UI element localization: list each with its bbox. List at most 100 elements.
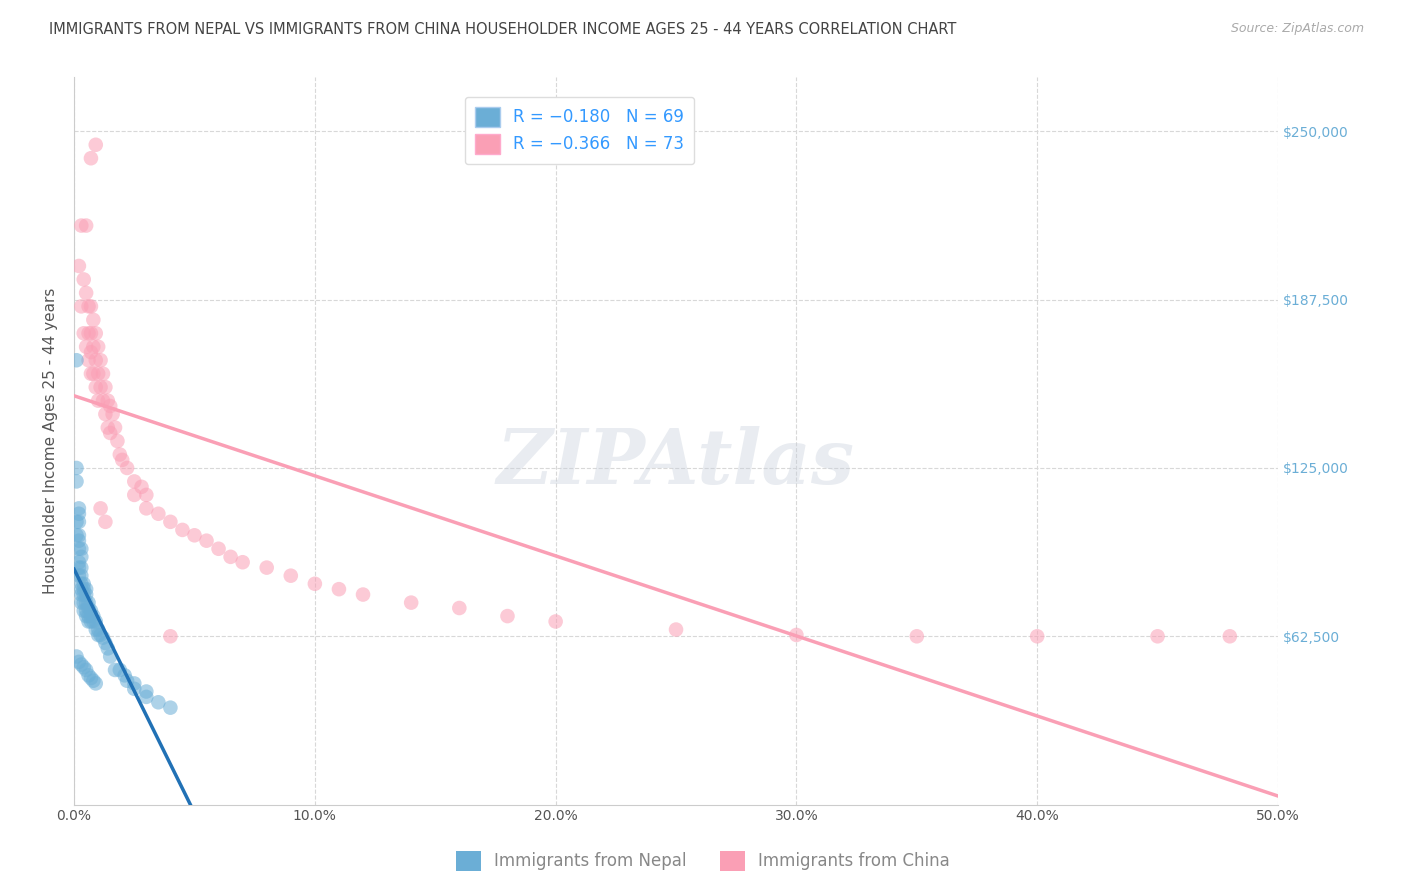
Point [70, 299, 93, 313]
Point [91, 367, 114, 381]
Point [195, 533, 218, 548]
Point [124, 475, 146, 489]
Point [73, 272, 96, 286]
Point [665, 623, 688, 637]
Point [107, 434, 129, 448]
Point [90, 628, 112, 642]
Point [67, 533, 90, 548]
Point [304, 576, 326, 591]
Point [94, 636, 117, 650]
Point [124, 676, 146, 690]
Point [80, 671, 103, 685]
Point [80, 299, 103, 313]
Point [73, 604, 96, 618]
Point [98, 399, 121, 413]
Point [84, 676, 107, 690]
Point [148, 695, 170, 709]
Point [77, 326, 100, 341]
Point [75, 609, 97, 624]
Point [75, 340, 97, 354]
Point [232, 555, 254, 569]
Point [77, 615, 100, 629]
Point [496, 609, 519, 624]
Point [84, 615, 107, 629]
Point [80, 609, 103, 624]
Point [70, 576, 93, 591]
Point [77, 353, 100, 368]
Point [135, 488, 157, 502]
Point [82, 313, 104, 327]
Text: Source: ZipAtlas.com: Source: ZipAtlas.com [1230, 22, 1364, 36]
Point [352, 588, 374, 602]
Point [75, 285, 97, 300]
Point [75, 663, 97, 677]
Point [115, 461, 138, 475]
Point [104, 420, 127, 434]
Point [1219, 629, 1241, 643]
Point [67, 568, 90, 582]
Point [80, 345, 103, 359]
Point [94, 407, 117, 421]
Point [70, 657, 93, 672]
Point [75, 219, 97, 233]
Point [70, 541, 93, 556]
Point [84, 623, 107, 637]
Point [67, 501, 90, 516]
Point [172, 523, 194, 537]
Point [73, 596, 96, 610]
Point [82, 673, 104, 688]
Point [785, 628, 807, 642]
Point [80, 151, 103, 165]
Point [65, 461, 87, 475]
Point [91, 393, 114, 408]
Point [80, 615, 103, 629]
Point [65, 528, 87, 542]
Legend: R = −0.180   N = 69, R = −0.366   N = 73: R = −0.180 N = 69, R = −0.366 N = 73 [465, 96, 695, 164]
Point [399, 596, 422, 610]
Point [449, 601, 471, 615]
Point [70, 568, 93, 582]
Point [70, 560, 93, 574]
Point [1026, 629, 1049, 643]
Point [67, 507, 90, 521]
Point [94, 380, 117, 394]
Point [207, 541, 229, 556]
Point [90, 353, 112, 368]
Point [67, 515, 90, 529]
Point [67, 541, 90, 556]
Point [115, 673, 138, 688]
Legend: Immigrants from Nepal, Immigrants from China: Immigrants from Nepal, Immigrants from C… [447, 842, 959, 880]
Text: ZIPAtlas: ZIPAtlas [498, 425, 855, 500]
Point [82, 367, 104, 381]
Point [65, 353, 87, 368]
Point [80, 367, 103, 381]
Point [131, 480, 153, 494]
Point [73, 660, 96, 674]
Point [87, 393, 110, 408]
Point [82, 609, 104, 624]
Point [70, 549, 93, 564]
Point [84, 326, 107, 341]
Point [101, 407, 124, 421]
Point [77, 299, 100, 313]
Point [159, 700, 181, 714]
Point [84, 380, 107, 394]
Point [98, 649, 121, 664]
Point [73, 576, 96, 591]
Point [65, 475, 87, 489]
Point [135, 501, 157, 516]
Point [73, 588, 96, 602]
Point [108, 448, 131, 462]
Y-axis label: Householder Income Ages 25 - 44 years: Householder Income Ages 25 - 44 years [44, 288, 58, 594]
Point [91, 631, 114, 645]
Point [75, 582, 97, 596]
Point [544, 615, 567, 629]
Point [108, 663, 131, 677]
Text: IMMIGRANTS FROM NEPAL VS IMMIGRANTS FROM CHINA HOUSEHOLDER INCOME AGES 25 - 44 Y: IMMIGRANTS FROM NEPAL VS IMMIGRANTS FROM… [49, 22, 956, 37]
Point [70, 596, 93, 610]
Point [75, 604, 97, 618]
Point [73, 326, 96, 341]
Point [87, 340, 110, 354]
Point [75, 588, 97, 602]
Point [70, 219, 93, 233]
